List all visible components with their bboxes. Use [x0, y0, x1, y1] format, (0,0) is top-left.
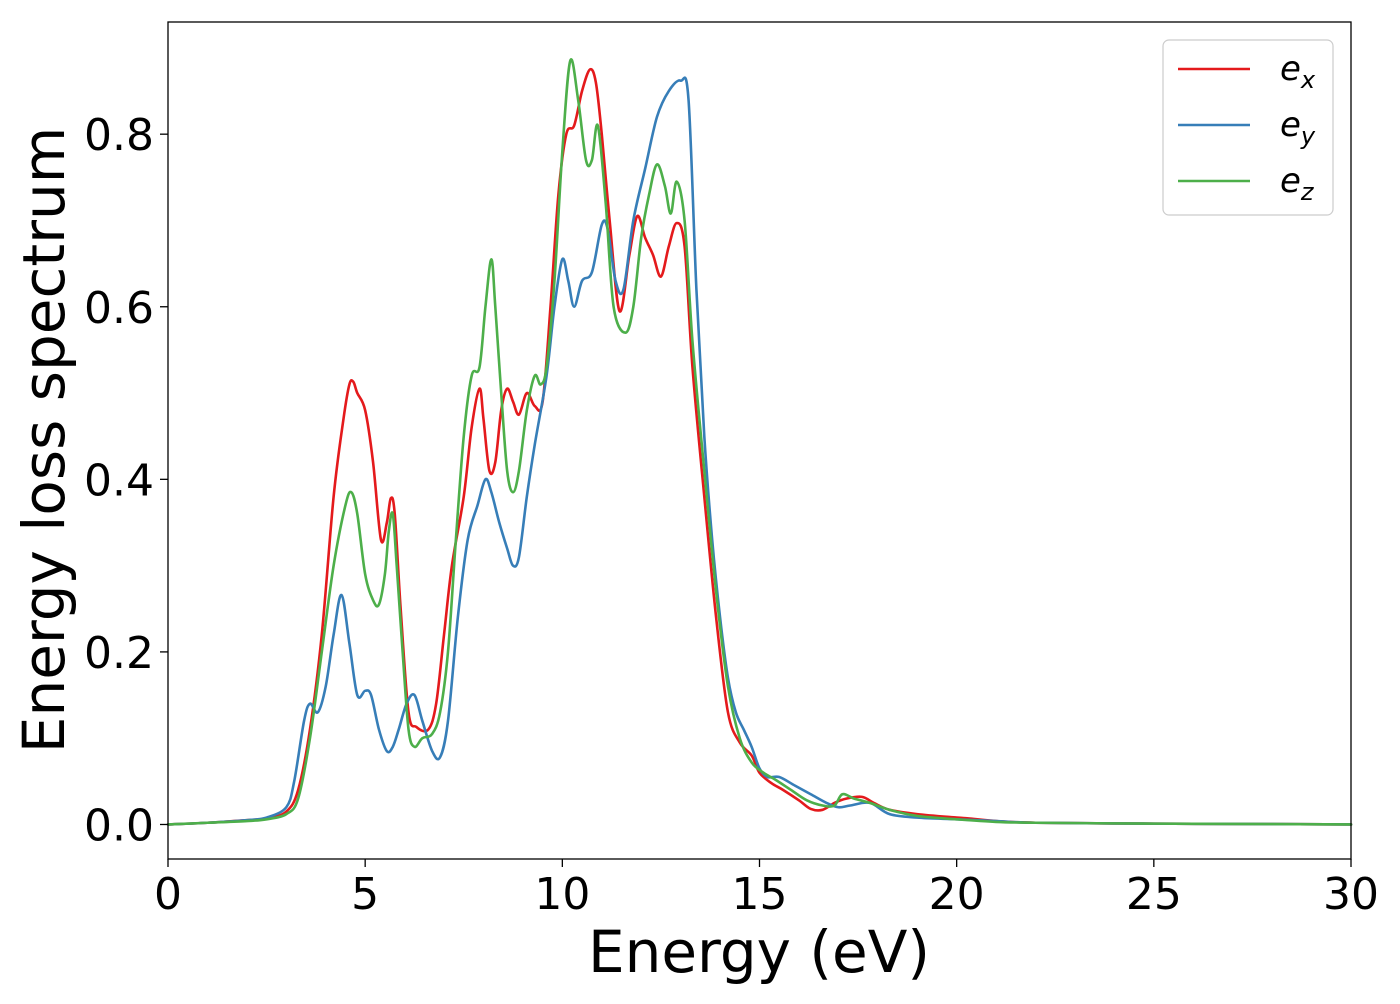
legend-label-x: ex [1280, 49, 1316, 94]
y-tick-label: 0.4 [84, 455, 154, 506]
x-tick-label: 30 [1323, 869, 1379, 920]
series-line-y [166, 76, 1353, 826]
legend-label-y: ey [1280, 105, 1316, 150]
y-axis-title: Energy loss spectrum [10, 127, 78, 753]
y-tick-label: 0.2 [84, 628, 154, 679]
y-tick-label: 0.6 [84, 283, 154, 334]
y-tick-label: 0.8 [84, 110, 154, 161]
x-tick-label: 25 [1126, 869, 1182, 920]
x-tick-label: 10 [534, 869, 590, 920]
x-tick-label: 0 [154, 869, 182, 920]
x-tick-label: 5 [351, 869, 379, 920]
x-axis-title: Energy (eV) [588, 918, 930, 986]
series-line-x [166, 67, 1353, 826]
x-tick-label: 20 [929, 869, 985, 920]
series-line-z [166, 58, 1353, 826]
x-tick-label: 15 [732, 869, 788, 920]
legend-box [1162, 39, 1334, 216]
y-axis-ticks: 0.0 0.2 0.4 0.6 0.8 [84, 110, 168, 851]
y-tick-label: 0.0 [84, 800, 154, 851]
series-layer [166, 58, 1353, 826]
x-axis-ticks: 0 5 10 15 20 25 30 [154, 859, 1379, 920]
